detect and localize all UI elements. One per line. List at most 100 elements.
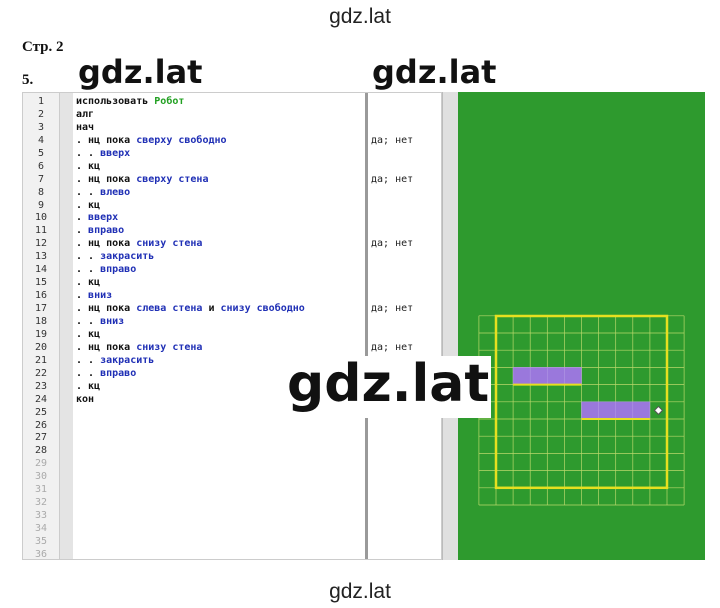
code-token: кон [76, 393, 95, 405]
code-token: снизу стена [136, 341, 203, 353]
watermark: gdz.lat [372, 56, 501, 88]
code-token: . кц [76, 199, 101, 211]
code-token: вправо [100, 367, 137, 379]
line-number: 29 [34, 458, 48, 470]
code-token: влево [100, 186, 131, 198]
gutter [23, 93, 60, 559]
line-number: 22 [34, 367, 48, 379]
painted-cell [564, 367, 582, 385]
result-value: да; нет [371, 238, 414, 250]
line-number: 35 [34, 535, 48, 547]
code-editor[interactable]: 1 2 3 4 5 6 7 8 9 10 11 12 13 14 15 16 17 18 19 20 21 22 23 24 2… [22, 92, 442, 560]
code-line: . . закрасить [76, 250, 154, 263]
painted-cell [598, 401, 616, 420]
code-token: . нц пока [76, 173, 137, 185]
line-number: 23 [34, 380, 48, 392]
watermark: gdz.lat [329, 5, 391, 28]
painted-cell [615, 401, 634, 420]
code-token: . кц [76, 277, 101, 289]
code-token: . нц пока [76, 134, 137, 146]
line-number: 34 [34, 523, 48, 535]
line-number: 27 [34, 432, 48, 444]
watermark: gdz.lat [285, 356, 492, 418]
code-token: использовать [76, 96, 155, 107]
code-line: . . вверх [76, 147, 130, 160]
painted-cell [512, 367, 531, 385]
line-number: 19 [34, 328, 48, 340]
result-value: да; нет [371, 341, 414, 353]
line-number: 14 [34, 264, 48, 276]
painted-cell [581, 401, 599, 420]
line-number: 6 [37, 160, 45, 172]
code-token: . . [76, 251, 101, 263]
code-token: вверх [88, 212, 119, 224]
code-token: . кц [76, 380, 101, 392]
code-token: . нц пока [76, 341, 137, 353]
code-line: . кц [76, 276, 100, 289]
code-token: вправо [88, 225, 125, 237]
watermark: gdz.lat [78, 56, 207, 88]
line-number: 11 [34, 225, 48, 237]
code-line: . вправо [76, 224, 124, 237]
line-number: 13 [34, 251, 48, 263]
code-line: алг [76, 108, 94, 121]
line-number: 21 [34, 354, 48, 366]
code-line: . нц пока сверху стена [76, 173, 208, 186]
code-token: . . [76, 354, 101, 366]
code-token: . нц пока [76, 303, 137, 315]
splitter [365, 93, 368, 559]
code-token: нач [76, 121, 95, 133]
line-number: 25 [34, 406, 48, 418]
line-number: 31 [34, 484, 48, 496]
line-number: 5 [37, 147, 45, 159]
code-token: . [76, 212, 89, 224]
code-token: . . [76, 315, 101, 327]
line-number: 36 [34, 548, 48, 560]
code-token: сверху стена [136, 173, 209, 185]
code-line: . . вправо [76, 367, 136, 380]
code-token: алг [76, 108, 95, 120]
code-line: кон [76, 393, 94, 406]
line-number: 32 [34, 497, 48, 509]
line-number: 17 [34, 303, 48, 315]
code-line: . вниз [76, 289, 112, 302]
code-token: . [76, 225, 89, 237]
line-number: 2 [37, 108, 45, 120]
line-number: 1 [37, 96, 45, 107]
code-line: . . закрасить [76, 354, 154, 367]
line-number: 4 [37, 134, 45, 146]
code-token: снизу свободно [220, 303, 305, 315]
painted-cell [632, 401, 651, 420]
result-value: да; нет [371, 173, 414, 185]
code-token: вверх [100, 147, 131, 159]
line-number: 20 [34, 341, 48, 353]
code-token: закрасить [100, 251, 155, 263]
result-value: да; нет [371, 303, 414, 315]
field-border [494, 314, 669, 490]
code-token: . [76, 290, 89, 302]
code-token: . кц [76, 328, 101, 340]
code-line: . нц пока сверху свободно [76, 134, 227, 147]
line-number: 24 [34, 393, 48, 405]
line-number: 28 [34, 445, 48, 457]
panel-separator [442, 92, 458, 560]
line-number: 10 [34, 212, 48, 224]
line-number: 16 [34, 290, 48, 302]
code-token: . нц пока [76, 238, 137, 250]
code-line: нач [76, 121, 94, 134]
result-value: да; нет [371, 134, 414, 146]
code-token: сверху свободно [136, 134, 227, 146]
painted-cell [547, 367, 565, 385]
line-number: 33 [34, 510, 48, 522]
line-number: 7 [37, 173, 45, 185]
line-number: 3 [37, 121, 45, 133]
code-token: закрасить [100, 354, 155, 366]
code-line: . вверх [76, 211, 118, 224]
code-token: вправо [100, 264, 137, 276]
line-number: 18 [34, 315, 48, 327]
fold-strip [60, 93, 73, 559]
code-token: вниз [88, 290, 113, 302]
code-token: вниз [100, 315, 125, 327]
code-line: . кц [76, 160, 100, 173]
